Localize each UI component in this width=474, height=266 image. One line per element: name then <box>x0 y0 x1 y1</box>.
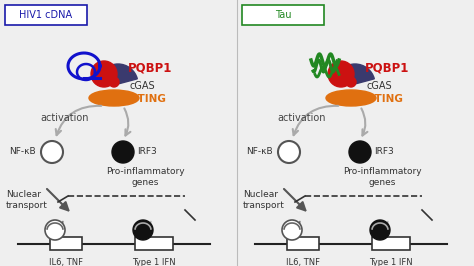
Wedge shape <box>99 64 137 84</box>
Ellipse shape <box>326 90 376 106</box>
Circle shape <box>370 220 390 240</box>
Text: Pro-inflammatory
genes: Pro-inflammatory genes <box>106 167 184 187</box>
Circle shape <box>41 141 63 163</box>
Text: NF-κB: NF-κB <box>9 148 35 156</box>
Bar <box>372 237 410 250</box>
Circle shape <box>109 77 119 87</box>
Circle shape <box>349 141 371 163</box>
Text: Tau: Tau <box>275 10 291 20</box>
Text: Pro-inflammatory
genes: Pro-inflammatory genes <box>343 167 421 187</box>
Bar <box>135 237 173 250</box>
Text: STING: STING <box>130 94 166 104</box>
Text: IL6, TNF: IL6, TNF <box>286 258 320 266</box>
Circle shape <box>346 77 356 87</box>
Text: IRF3: IRF3 <box>374 148 394 156</box>
Circle shape <box>112 141 134 163</box>
Bar <box>287 237 319 250</box>
Wedge shape <box>336 64 374 84</box>
Text: activation: activation <box>40 113 89 123</box>
Text: IRF3: IRF3 <box>137 148 157 156</box>
Bar <box>50 237 82 250</box>
Text: Nuclear
transport: Nuclear transport <box>243 190 285 210</box>
Circle shape <box>91 61 117 87</box>
FancyBboxPatch shape <box>5 5 87 25</box>
Text: HIV1 cDNA: HIV1 cDNA <box>19 10 73 20</box>
Circle shape <box>278 141 300 163</box>
Text: Type 1 IFN: Type 1 IFN <box>369 258 413 266</box>
Ellipse shape <box>89 90 139 106</box>
Text: activation: activation <box>277 113 326 123</box>
Text: PQBP1: PQBP1 <box>128 61 173 74</box>
Text: Type 1 IFN: Type 1 IFN <box>132 258 176 266</box>
Circle shape <box>45 220 65 240</box>
Circle shape <box>328 61 354 87</box>
Text: PQBP1: PQBP1 <box>365 61 410 74</box>
FancyBboxPatch shape <box>242 5 324 25</box>
Text: Nuclear
transport: Nuclear transport <box>6 190 48 210</box>
Text: IL6, TNF: IL6, TNF <box>49 258 83 266</box>
Circle shape <box>282 220 302 240</box>
Text: cGAS: cGAS <box>130 81 155 91</box>
Circle shape <box>133 220 153 240</box>
Text: cGAS: cGAS <box>367 81 392 91</box>
Text: NF-κB: NF-κB <box>246 148 272 156</box>
Text: STING: STING <box>367 94 403 104</box>
